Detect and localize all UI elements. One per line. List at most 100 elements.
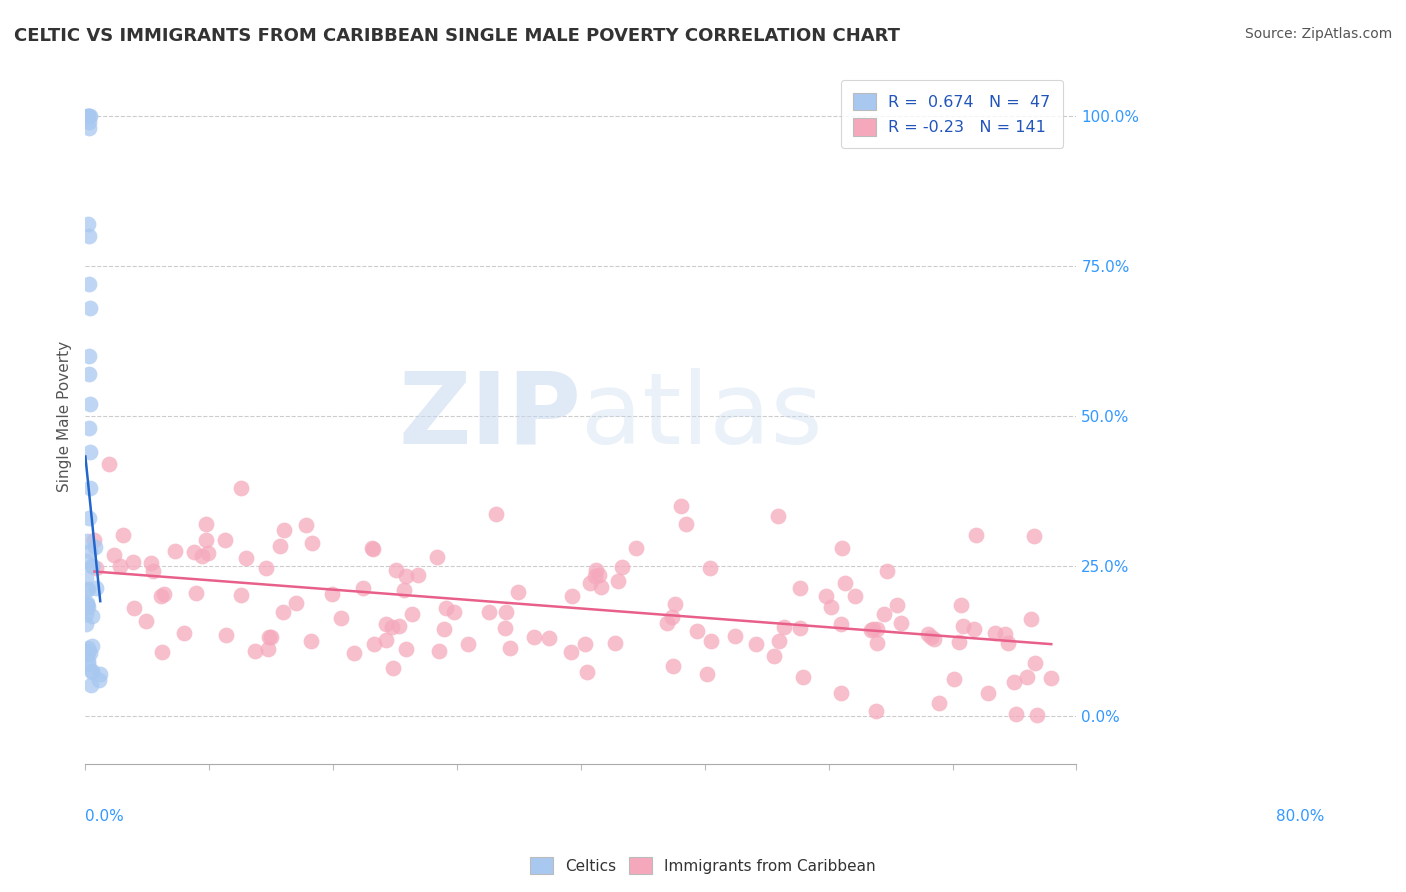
Point bbox=[485, 507, 508, 521]
Legend: R =  0.674   N =  47, R = -0.23   N = 141: R = 0.674 N = 47, R = -0.23 N = 141 bbox=[841, 80, 1063, 148]
Point bbox=[963, 622, 986, 636]
Point bbox=[538, 632, 561, 646]
Text: 80.0%: 80.0% bbox=[1275, 809, 1324, 824]
Point bbox=[77, 349, 100, 363]
Point bbox=[603, 636, 626, 650]
Point bbox=[792, 670, 814, 684]
Legend: Celtics, Immigrants from Caribbean: Celtics, Immigrants from Caribbean bbox=[524, 851, 882, 880]
Point bbox=[83, 533, 105, 547]
Point bbox=[84, 560, 107, 574]
Point bbox=[375, 616, 398, 631]
Point bbox=[80, 665, 103, 679]
Point bbox=[696, 667, 718, 681]
Point bbox=[457, 637, 479, 651]
Point bbox=[173, 626, 195, 640]
Point bbox=[478, 606, 501, 620]
Point bbox=[495, 605, 517, 619]
Point bbox=[80, 609, 103, 624]
Point bbox=[523, 630, 546, 644]
Point bbox=[426, 550, 449, 565]
Point bbox=[388, 618, 411, 632]
Point bbox=[922, 632, 945, 646]
Point bbox=[235, 550, 257, 565]
Point bbox=[876, 564, 898, 578]
Point bbox=[77, 229, 100, 244]
Point bbox=[661, 609, 683, 624]
Point bbox=[560, 645, 582, 659]
Point bbox=[76, 218, 98, 232]
Point bbox=[79, 646, 101, 660]
Point bbox=[401, 607, 423, 622]
Point bbox=[361, 541, 384, 556]
Point bbox=[392, 582, 415, 597]
Point bbox=[80, 558, 103, 573]
Point bbox=[194, 533, 217, 547]
Point bbox=[1017, 670, 1039, 684]
Point bbox=[360, 541, 382, 555]
Point bbox=[165, 544, 187, 558]
Point bbox=[830, 686, 852, 700]
Point bbox=[768, 508, 790, 523]
Point bbox=[139, 556, 162, 570]
Point bbox=[844, 589, 866, 603]
Point bbox=[77, 645, 100, 659]
Point bbox=[150, 589, 173, 603]
Point bbox=[191, 549, 214, 563]
Point bbox=[574, 637, 596, 651]
Point bbox=[245, 644, 267, 658]
Point bbox=[950, 599, 973, 613]
Point bbox=[79, 481, 101, 495]
Point bbox=[197, 546, 219, 560]
Point bbox=[77, 641, 100, 656]
Point bbox=[111, 528, 134, 542]
Point bbox=[675, 517, 697, 532]
Point bbox=[866, 636, 889, 650]
Point bbox=[77, 121, 100, 136]
Point bbox=[84, 540, 107, 554]
Point bbox=[381, 620, 404, 634]
Point bbox=[820, 599, 842, 614]
Point bbox=[831, 541, 853, 555]
Point bbox=[363, 637, 385, 651]
Point bbox=[194, 517, 217, 532]
Point bbox=[89, 667, 111, 681]
Point bbox=[724, 629, 747, 643]
Point bbox=[321, 586, 343, 600]
Point bbox=[814, 590, 837, 604]
Point bbox=[495, 622, 517, 636]
Point bbox=[886, 598, 908, 612]
Point bbox=[384, 563, 406, 577]
Point bbox=[79, 445, 101, 459]
Point bbox=[948, 635, 970, 649]
Point bbox=[76, 596, 98, 610]
Point bbox=[789, 621, 811, 635]
Point bbox=[1025, 708, 1047, 723]
Point bbox=[433, 623, 456, 637]
Point bbox=[626, 541, 648, 555]
Point bbox=[579, 575, 602, 590]
Point bbox=[352, 582, 374, 596]
Point bbox=[76, 598, 98, 612]
Point bbox=[271, 605, 294, 619]
Point bbox=[108, 559, 131, 574]
Point bbox=[186, 586, 208, 600]
Point bbox=[443, 605, 465, 619]
Point bbox=[860, 623, 883, 637]
Point bbox=[257, 641, 280, 656]
Point bbox=[273, 523, 295, 537]
Point bbox=[834, 576, 856, 591]
Point bbox=[79, 544, 101, 558]
Point bbox=[686, 624, 709, 639]
Point bbox=[269, 539, 291, 553]
Point bbox=[294, 518, 316, 533]
Point bbox=[183, 544, 205, 558]
Point bbox=[830, 617, 852, 632]
Point bbox=[865, 704, 887, 718]
Point bbox=[588, 568, 610, 582]
Point bbox=[76, 110, 98, 124]
Point bbox=[299, 633, 322, 648]
Point bbox=[76, 582, 98, 597]
Point bbox=[607, 574, 630, 589]
Point bbox=[98, 457, 121, 471]
Point bbox=[1002, 675, 1025, 690]
